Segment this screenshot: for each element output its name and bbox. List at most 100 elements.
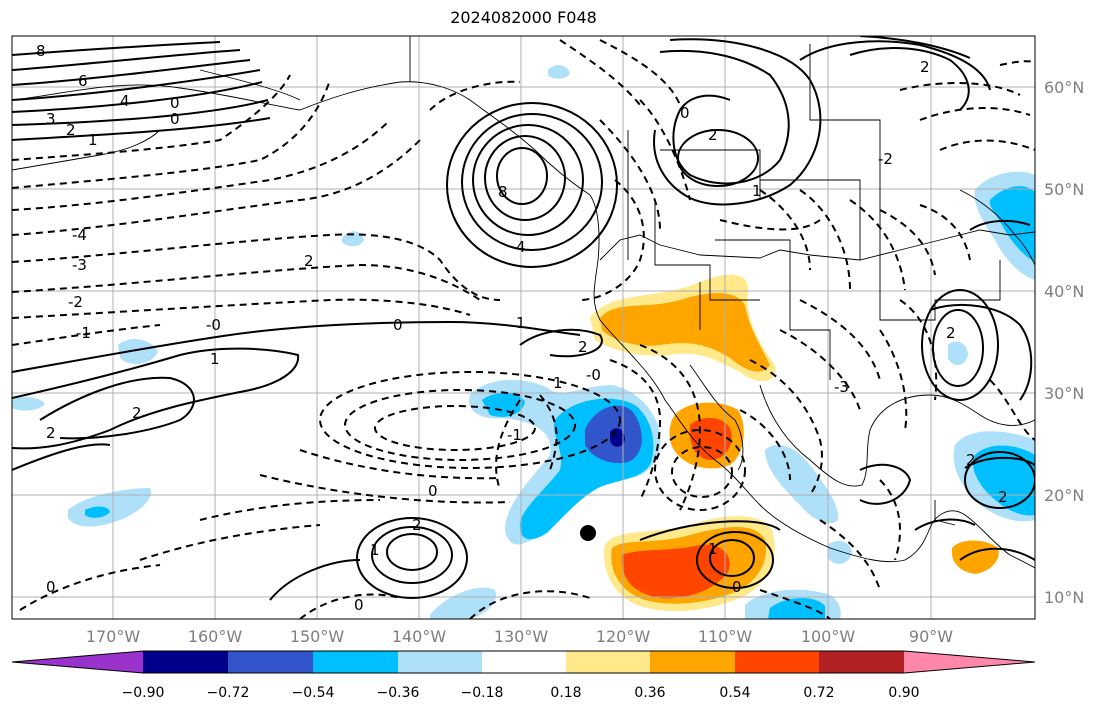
lat-tick-label: 60°N	[1044, 78, 1084, 97]
lat-tick-label: 40°N	[1044, 282, 1084, 301]
warm-region-southwest-core	[600, 293, 770, 372]
map-layers: 8 6 4 3 2 1 0 -4 -3 -2 -1 -0 0 1 2 2 2 0…	[12, 36, 1035, 619]
contour-label: -3	[72, 256, 87, 274]
contour-label: -4	[72, 226, 87, 244]
colorbar-tick-label: −0.36	[377, 685, 420, 701]
contour-label: 4	[516, 238, 526, 256]
lon-tick-label: 160°W	[188, 627, 243, 646]
contour-label: 2	[132, 404, 142, 422]
map-title: 2024082000 F048	[450, 8, 597, 27]
cool-region-gulf-east-core	[973, 445, 1035, 516]
contour-label: 0	[170, 110, 180, 128]
contour-label: 0	[428, 482, 438, 500]
contour-label: -1	[76, 324, 91, 342]
contour-label: 1	[88, 131, 98, 149]
colorbar-segment	[735, 651, 819, 673]
cool-region-far-west	[12, 396, 45, 411]
colorbar-segment	[398, 651, 482, 673]
contour-label: -3	[834, 378, 849, 396]
colorbar-tick-label: 0.54	[719, 685, 750, 701]
colorbar-tick-label: 0.72	[803, 685, 834, 701]
colorbar-tick-label: −0.90	[122, 685, 165, 701]
colorbar-segment	[228, 651, 313, 673]
colorbar-segment	[313, 651, 398, 673]
colorbar-tick-label: −0.72	[207, 685, 250, 701]
contour-label: 0	[732, 578, 742, 596]
shaded-fields	[12, 65, 1035, 619]
contour-label: 8	[498, 183, 508, 201]
contour-label: 0	[680, 104, 690, 122]
cool-region-great-lakes-core	[989, 186, 1035, 262]
lat-tick-label: 10°N	[1044, 588, 1084, 607]
contour-label: 2	[412, 516, 422, 534]
lon-tick-label: 110°W	[698, 627, 753, 646]
colorbar-tick-label: −0.18	[461, 685, 504, 701]
colorbar-segment	[819, 651, 904, 673]
colorbar: −0.90 −0.72 −0.54 −0.36 −0.18 0.18 0.36 …	[11, 650, 1036, 701]
contour-label: 0	[46, 578, 56, 596]
contour-label: -2	[878, 150, 893, 168]
lon-tick-label: 120°W	[596, 627, 651, 646]
colorbar-segment	[904, 651, 1035, 673]
cool-region-west-mexico	[765, 445, 839, 524]
contour-label: 1	[516, 314, 526, 332]
latitude-axis: 60°N 50°N 40°N 30°N 20°N 10°N	[1044, 78, 1084, 607]
colorbar-segment	[482, 651, 566, 673]
colorbar-outline	[11, 650, 1036, 674]
contour-label: 2	[920, 58, 930, 76]
contour-label: -1	[507, 426, 522, 444]
contour-label: 2	[998, 488, 1008, 506]
contour-labels: 8 6 4 3 2 1 0 -4 -3 -2 -1 -0 0 1 2 2 2 0…	[36, 42, 1008, 614]
contour-label: 1	[370, 541, 380, 559]
lon-tick-label: 130°W	[494, 627, 549, 646]
cool-region-small-3	[548, 65, 570, 79]
contour-label: 8	[36, 42, 46, 60]
colorbar-tick-label: −0.54	[292, 685, 335, 701]
contour-label: 2	[304, 252, 314, 270]
colorbar-segment	[566, 651, 650, 673]
contour-label: 3	[46, 110, 56, 128]
colorbar-tick-label: 0.18	[550, 685, 581, 701]
lon-tick-label: 100°W	[801, 627, 856, 646]
lat-tick-label: 20°N	[1044, 486, 1084, 505]
contour-label: 2	[708, 126, 718, 144]
cool-region-pacific-south-core	[768, 597, 825, 619]
lon-tick-label: 90°W	[909, 627, 953, 646]
colorbar-segment	[650, 651, 735, 673]
contour-label: -0	[206, 316, 221, 334]
contour-label: 6	[78, 72, 88, 90]
graticule	[12, 36, 1035, 619]
warm-region-epac-core	[621, 544, 730, 599]
contour-label: 1	[708, 540, 718, 558]
colorbar-segment	[12, 651, 143, 673]
cool-region-hawaii	[68, 488, 151, 527]
colorbar-segment	[143, 651, 228, 673]
colorbar-tick-label: 0.90	[888, 685, 919, 701]
colorbar-tick-label: 0.36	[634, 685, 665, 701]
negative-contours	[12, 39, 1035, 619]
contour-label: -0	[586, 366, 601, 384]
cool-region-west-pac	[118, 339, 158, 364]
map-frame	[11, 35, 1036, 620]
contour-label: 2	[578, 338, 588, 356]
contour-label: 2	[46, 424, 56, 442]
lat-tick-label: 50°N	[1044, 180, 1084, 199]
storm-center-marker	[580, 525, 596, 541]
longitude-axis: 170°W 160°W 150°W 140°W 130°W 120°W 110°…	[86, 627, 953, 646]
cool-region-southeast	[948, 341, 968, 366]
positive-contours	[12, 36, 1035, 601]
contour-label: 0	[170, 94, 180, 112]
contour-label: 1	[553, 374, 563, 392]
contour-label: -2	[68, 293, 83, 311]
lat-tick-label: 30°N	[1044, 384, 1084, 403]
contour-label: 1	[210, 350, 220, 368]
contour-label: 0	[354, 596, 364, 614]
contour-label: 0	[393, 316, 403, 334]
cool-region-small-1	[828, 540, 852, 564]
cool-region-hawaii-core	[85, 506, 110, 518]
lon-tick-label: 140°W	[392, 627, 447, 646]
lon-tick-label: 150°W	[290, 627, 345, 646]
contour-label: 4	[120, 92, 130, 110]
lon-tick-label: 170°W	[86, 627, 141, 646]
